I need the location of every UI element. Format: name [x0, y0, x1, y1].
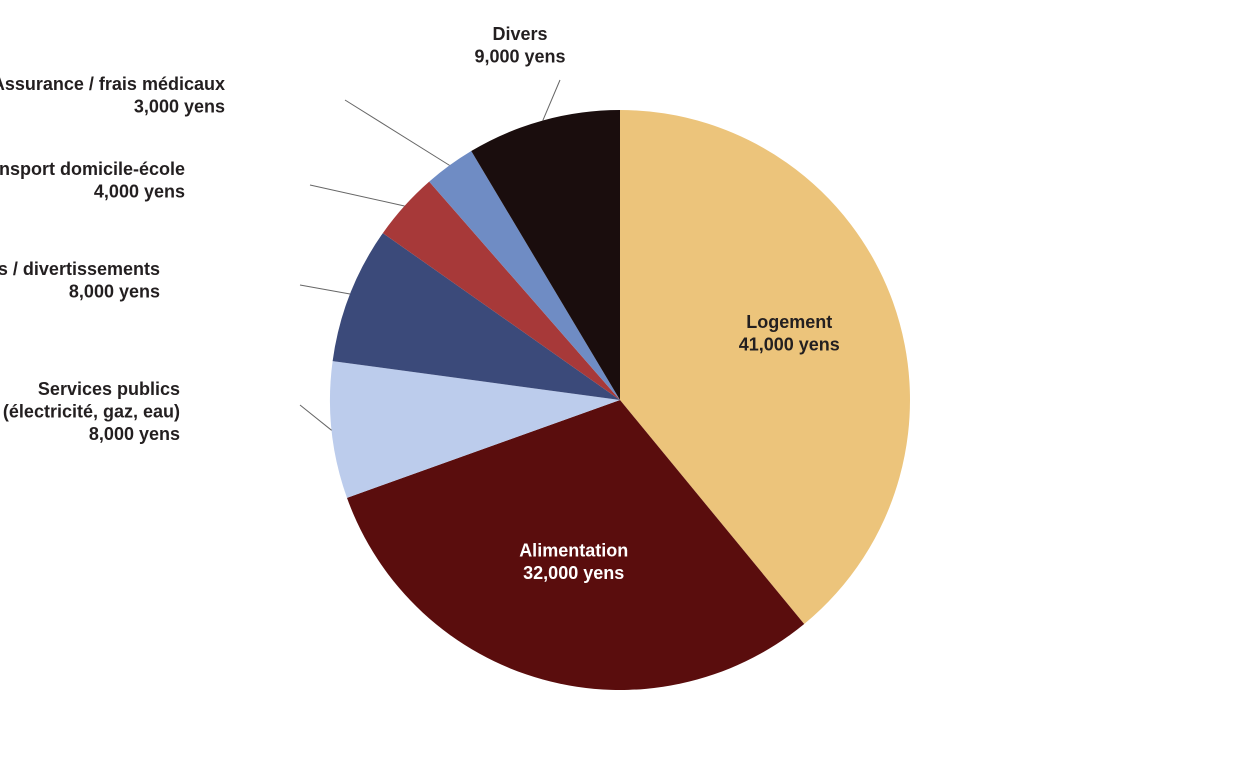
leader-line: [543, 80, 560, 120]
leader-line: [300, 285, 350, 294]
slice-label: Loisirs / divertissements8,000 yens: [0, 259, 160, 302]
leader-line: [310, 185, 404, 206]
slice-label: Services publics(électricité, gaz, eau)8…: [3, 379, 180, 444]
expense-pie-chart: Logement41,000 yensAlimentation32,000 ye…: [0, 0, 1252, 757]
leader-line: [345, 100, 450, 165]
slice-label: Transport domicile-école4,000 yens: [0, 159, 185, 202]
slice-label: Assurance / frais médicaux3,000 yens: [0, 74, 225, 117]
slice-label: Divers9,000 yens: [474, 24, 565, 67]
leader-line: [300, 405, 332, 430]
